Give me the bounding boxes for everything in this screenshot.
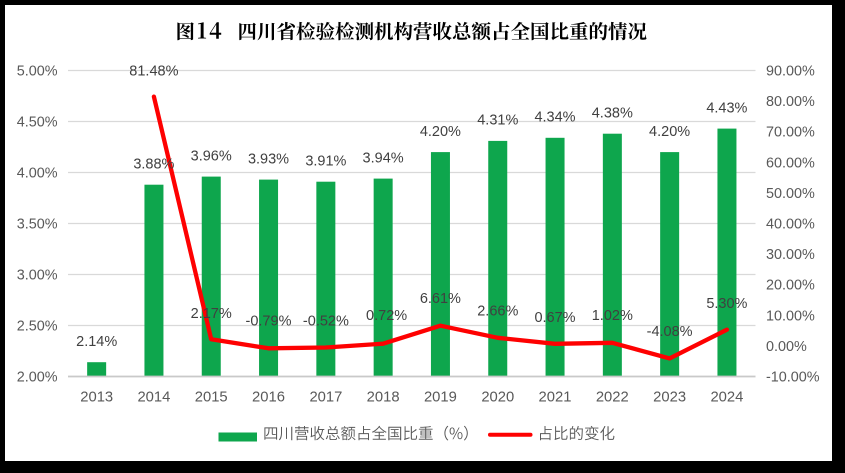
- svg-text:3.50%: 3.50%: [17, 217, 58, 233]
- svg-text:2021: 2021: [539, 389, 572, 405]
- svg-text:70.00%: 70.00%: [766, 125, 815, 141]
- svg-text:2018: 2018: [367, 389, 400, 405]
- svg-text:4.50%: 4.50%: [17, 115, 58, 131]
- svg-text:4.00%: 4.00%: [17, 166, 58, 182]
- svg-text:3.88%: 3.88%: [133, 156, 174, 172]
- svg-text:2019: 2019: [424, 389, 457, 405]
- svg-text:0.00%: 0.00%: [766, 339, 807, 355]
- svg-text:90.00%: 90.00%: [766, 64, 815, 80]
- svg-text:4.20%: 4.20%: [420, 124, 461, 140]
- svg-text:2.14%: 2.14%: [76, 334, 117, 350]
- svg-text:6.61%: 6.61%: [420, 291, 461, 307]
- svg-text:0.72%: 0.72%: [366, 308, 407, 324]
- svg-text:1.02%: 1.02%: [592, 308, 633, 324]
- svg-text:30.00%: 30.00%: [766, 247, 815, 263]
- svg-text:2023: 2023: [653, 389, 686, 405]
- svg-text:50.00%: 50.00%: [766, 186, 815, 202]
- svg-text:-0.52%: -0.52%: [303, 314, 349, 330]
- svg-text:60.00%: 60.00%: [766, 155, 815, 171]
- svg-text:4.20%: 4.20%: [649, 124, 690, 140]
- svg-text:-0.79%: -0.79%: [246, 314, 292, 330]
- svg-text:20.00%: 20.00%: [766, 278, 815, 294]
- svg-text:10.00%: 10.00%: [766, 308, 815, 324]
- svg-text:0.67%: 0.67%: [534, 310, 575, 326]
- svg-text:4.34%: 4.34%: [534, 110, 575, 126]
- svg-text:-4.08%: -4.08%: [647, 324, 693, 340]
- svg-text:2.50%: 2.50%: [17, 319, 58, 335]
- svg-text:-10.00%: -10.00%: [766, 370, 820, 386]
- svg-text:81.48%: 81.48%: [129, 64, 178, 80]
- svg-text:40.00%: 40.00%: [766, 217, 815, 233]
- svg-text:3.93%: 3.93%: [248, 151, 289, 167]
- svg-text:2.00%: 2.00%: [17, 370, 58, 386]
- svg-text:2022: 2022: [596, 389, 629, 405]
- svg-text:2024: 2024: [710, 389, 743, 405]
- svg-text:2.66%: 2.66%: [477, 303, 518, 319]
- svg-text:3.00%: 3.00%: [17, 268, 58, 284]
- svg-text:2020: 2020: [481, 389, 514, 405]
- svg-text:2017: 2017: [309, 389, 342, 405]
- svg-text:2.17%: 2.17%: [191, 306, 232, 322]
- svg-text:3.96%: 3.96%: [191, 148, 232, 164]
- svg-text:2013: 2013: [80, 389, 113, 405]
- svg-text:3.91%: 3.91%: [305, 153, 346, 169]
- svg-text:5.30%: 5.30%: [706, 296, 747, 312]
- svg-text:4.43%: 4.43%: [706, 100, 747, 116]
- svg-text:5.00%: 5.00%: [17, 64, 58, 80]
- svg-text:4.31%: 4.31%: [477, 113, 518, 129]
- svg-text:4.38%: 4.38%: [592, 105, 633, 121]
- svg-text:2015: 2015: [195, 389, 228, 405]
- svg-text:3.94%: 3.94%: [363, 150, 404, 166]
- svg-text:80.00%: 80.00%: [766, 94, 815, 110]
- svg-text:2014: 2014: [137, 389, 170, 405]
- svg-text:2016: 2016: [252, 389, 285, 405]
